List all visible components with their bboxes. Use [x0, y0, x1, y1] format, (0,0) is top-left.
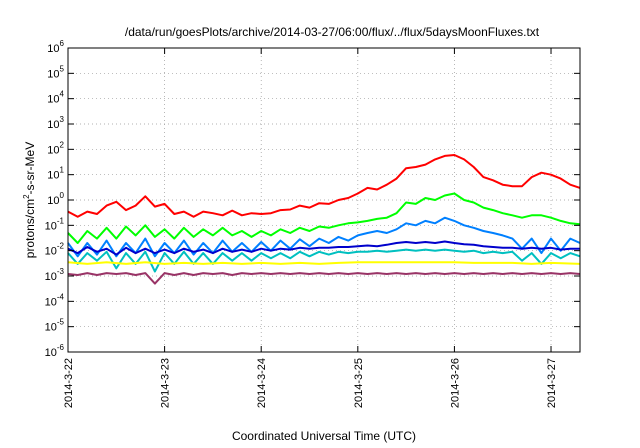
y-tick-base: 10 — [45, 296, 57, 308]
y-tick-exponent: 0 — [60, 191, 65, 200]
y-tick-base: 10 — [45, 322, 57, 334]
series-group — [67, 154, 581, 285]
y-tick-label: 102 — [47, 140, 64, 156]
x-tick-label: 2014-3-23 — [160, 358, 172, 408]
y-tick-label: 103 — [47, 115, 64, 131]
y-tick-label: 101 — [47, 166, 64, 182]
y-tick-base: 10 — [47, 119, 59, 131]
y-tick-label: 10-3 — [45, 267, 65, 283]
y-tick-base: 10 — [47, 94, 59, 106]
y-tick-label: 10-2 — [45, 242, 65, 258]
x-tick-label: 2014-3-26 — [449, 358, 461, 408]
series-line-6 — [67, 261, 581, 265]
x-axis-label: Coordinated Universal Time (UTC) — [232, 429, 416, 443]
y-tick-label: 10-6 — [45, 343, 65, 359]
y-tick-base: 10 — [45, 220, 57, 232]
y-tick-exponent: -5 — [57, 318, 65, 327]
y-tick-base: 10 — [47, 170, 59, 182]
series-line-2 — [67, 192, 581, 244]
x-axis: 2014-3-22 2014-3-23 2014-3-24 2014-3-25 2014… — [63, 48, 558, 408]
y-tick-base: 10 — [45, 271, 57, 283]
y-tick-exponent: 6 — [60, 39, 65, 48]
series-line-1 — [67, 154, 581, 218]
y-tick-exponent: 3 — [60, 115, 65, 124]
y-tick-exponent: 2 — [60, 140, 65, 149]
series-line-5 — [67, 248, 581, 273]
y-tick-exponent: 1 — [60, 166, 65, 175]
y-tick-label: 104 — [47, 90, 64, 106]
y-tick-exponent: -2 — [57, 242, 65, 251]
y-tick-exponent: -1 — [57, 216, 65, 225]
y-tick-exponent: -6 — [57, 343, 65, 352]
x-tick-label: 2014-3-27 — [546, 358, 558, 408]
y-tick-label: 10-1 — [45, 216, 65, 232]
series-line-7 — [67, 272, 581, 285]
y-tick-base: 10 — [45, 347, 57, 359]
y-axis-label-sup: 2 — [22, 194, 31, 199]
x-tick-label: 2014-3-25 — [353, 358, 365, 408]
chart-title: /data/run/goesPlots/archive/2014-03-27/0… — [125, 25, 540, 39]
y-tick-label: 10-5 — [45, 318, 65, 334]
y-tick-label: 100 — [47, 191, 64, 207]
y-axis: 10-610-510-410-310-210-11001011021031041… — [45, 39, 580, 359]
y-tick-exponent: -3 — [57, 267, 65, 276]
y-tick-exponent: 5 — [60, 64, 65, 73]
y-axis-label-tail: -s-sr-MeV — [23, 142, 37, 195]
x-tick-label: 2014-3-24 — [256, 358, 268, 408]
y-tick-base: 10 — [45, 246, 57, 258]
y-tick-exponent: 4 — [60, 90, 65, 99]
y-tick-base: 10 — [47, 144, 59, 156]
y-tick-label: 106 — [47, 39, 64, 55]
y-tick-base: 10 — [47, 195, 59, 207]
y-tick-base: 10 — [47, 43, 59, 55]
y-tick-label: 10-4 — [45, 292, 65, 308]
y-axis-label-base: protons/cm — [23, 199, 37, 258]
y-tick-exponent: -4 — [57, 292, 65, 301]
y-tick-base: 10 — [47, 68, 59, 80]
series-line-4 — [67, 240, 580, 256]
y-axis-label: protons/cm2-s-sr-MeV — [22, 142, 37, 258]
y-tick-label: 105 — [47, 64, 64, 80]
grid — [68, 48, 580, 352]
x-tick-label: 2014-3-22 — [63, 358, 75, 408]
